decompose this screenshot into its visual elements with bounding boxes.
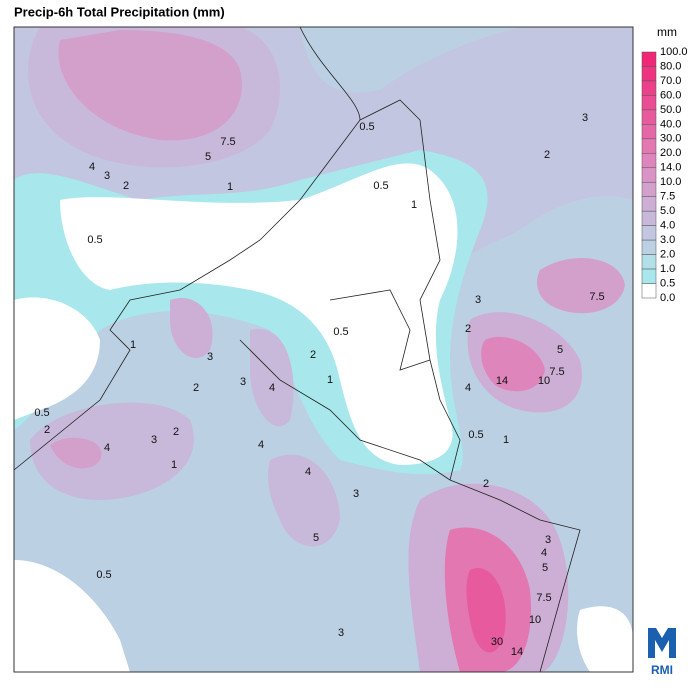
map-area xyxy=(14,27,633,672)
contour-label: 4 xyxy=(269,382,275,394)
contour-label: 3 xyxy=(151,434,157,446)
contour-label: 4 xyxy=(104,442,110,454)
colorbar-swatch xyxy=(641,66,657,82)
map-frame xyxy=(13,26,634,673)
contour-label: 0.5 xyxy=(468,429,483,441)
contour-label: 4 xyxy=(541,547,547,559)
colorbar-label: 0.0 xyxy=(660,292,675,304)
contour-label: 10 xyxy=(538,375,550,387)
contour-label: 1 xyxy=(503,434,509,446)
contour-label: 3 xyxy=(104,170,110,182)
contour-label: 7.5 xyxy=(536,592,551,604)
colorbar-label: 30.0 xyxy=(660,133,681,145)
colorbar-label: 50.0 xyxy=(660,104,681,116)
colorbar-swatch xyxy=(641,283,657,299)
contour-label: 30 xyxy=(491,636,503,648)
contour-label: 2 xyxy=(310,349,316,361)
colorbar-label: 2.0 xyxy=(660,248,675,260)
contour-label: 7.5 xyxy=(549,366,564,378)
contour-label: 5 xyxy=(557,344,563,356)
colorbar-swatch xyxy=(641,51,657,67)
contour-label: 14 xyxy=(496,375,508,387)
colorbar-label: 0.5 xyxy=(660,277,675,289)
colorbar-label: 4.0 xyxy=(660,220,675,232)
contour-label: 5 xyxy=(542,562,548,574)
contour-label: 3 xyxy=(207,351,213,363)
contour-label: 10 xyxy=(529,614,541,626)
colorbar-label: 7.5 xyxy=(660,191,675,203)
colorbar: 100.0 80.0 70.0 60.0 50.0 40.0 30.0 20.0 14.0 10.… xyxy=(641,46,688,304)
contour-label: 2 xyxy=(544,149,550,161)
contour-label: 2 xyxy=(483,478,489,490)
contour-label: 1 xyxy=(327,374,333,386)
colorbar-swatch xyxy=(641,95,657,111)
contour-label: 7.5 xyxy=(220,136,235,148)
colorbar-label: 80.0 xyxy=(660,60,681,72)
colorbar-label: 14.0 xyxy=(660,162,681,174)
contour-label: 4 xyxy=(89,161,95,173)
colorbar-swatch xyxy=(641,225,657,241)
colorbar-swatch xyxy=(641,181,657,197)
contour-label: 2 xyxy=(465,323,471,335)
contour-label: 0.5 xyxy=(333,326,348,338)
colorbar-swatch xyxy=(641,138,657,154)
colorbar-label: 3.0 xyxy=(660,234,675,246)
contour-label: 5 xyxy=(313,532,319,544)
contour-label: 3 xyxy=(582,112,588,124)
colorbar-label: 20.0 xyxy=(660,147,681,159)
contour-label: 0.5 xyxy=(87,234,102,246)
colorbar-swatch xyxy=(641,268,657,284)
contour-label: 4 xyxy=(465,382,471,394)
colorbar-swatch xyxy=(641,254,657,270)
contour-label: 2 xyxy=(173,426,179,438)
contour-label: 1 xyxy=(171,459,177,471)
contour-label: 1 xyxy=(411,199,417,211)
colorbar-label: 100.0 xyxy=(660,46,688,58)
colorbar-label: 60.0 xyxy=(660,89,681,101)
contour-label: 7.5 xyxy=(589,291,604,303)
contour-label: 3 xyxy=(475,294,481,306)
colorbar-label: 40.0 xyxy=(660,118,681,130)
contour-label: 3 xyxy=(338,627,344,639)
contour-label: 14 xyxy=(511,646,523,658)
colorbar-swatch xyxy=(641,80,657,96)
contour-label: 4 xyxy=(258,439,264,451)
title: Precip-6h Total Precipitation (mm) xyxy=(14,4,225,19)
logo-text: RMI xyxy=(651,663,673,677)
contour-label: 0.5 xyxy=(34,407,49,419)
colorbar-swatch xyxy=(641,109,657,125)
colorbar-label: 1.0 xyxy=(660,263,675,275)
colorbar-swatch xyxy=(641,167,657,183)
contour-label: 4 xyxy=(305,466,311,478)
contour-label: 2 xyxy=(44,424,50,436)
colorbar-swatch xyxy=(641,196,657,212)
contour-label: 0.5 xyxy=(96,569,111,581)
contour-label: 3 xyxy=(353,488,359,500)
contour-label: 1 xyxy=(130,339,136,351)
legend-unit: mm xyxy=(657,25,677,39)
contour-label: 3 xyxy=(240,376,246,388)
colorbar-swatch xyxy=(641,210,657,226)
contour-label: 1 xyxy=(227,181,233,193)
contour-label: 2 xyxy=(193,382,199,394)
logo-mark xyxy=(648,628,676,658)
contour-label: 3 xyxy=(545,534,551,546)
colorbar-label: 70.0 xyxy=(660,75,681,87)
colorbar-label: 5.0 xyxy=(660,205,675,217)
colorbar-swatch xyxy=(641,239,657,255)
colorbar-label: 10.0 xyxy=(660,176,681,188)
contour-label: 5 xyxy=(205,151,211,163)
contour-label: 2 xyxy=(123,180,129,192)
colorbar-swatch xyxy=(641,153,657,169)
contour-label: 0.5 xyxy=(373,180,388,192)
contour-label: 0.5 xyxy=(359,121,374,133)
colorbar-swatch xyxy=(641,124,657,140)
